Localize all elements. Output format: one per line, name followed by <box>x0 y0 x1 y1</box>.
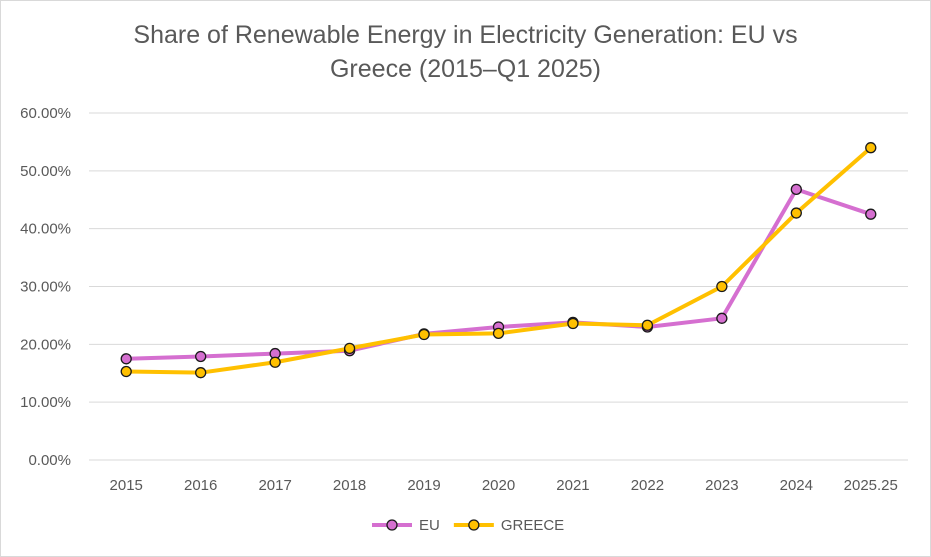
x-tick-label: 2015 <box>110 477 143 494</box>
data-point-eu <box>195 350 207 363</box>
y-tick-label: 50.00% <box>20 163 71 180</box>
data-point-greece <box>343 342 356 355</box>
data-point-greece <box>120 365 132 378</box>
gridlines <box>89 112 908 461</box>
x-tick-label: 2021 <box>556 477 589 494</box>
y-axis-ticks: 0.00% 10.00% 20.00% 30.00% 40.00% 50.00% 60.00… <box>20 105 71 469</box>
y-tick-label: 20.00% <box>20 336 71 353</box>
x-tick-label: 2025.25 <box>844 477 898 494</box>
y-tick-label: 30.00% <box>20 279 71 296</box>
chart-title-line-2: Greece (2015–Q1 2025) <box>329 55 601 83</box>
data-point-greece <box>567 317 579 330</box>
y-tick-label: 40.00% <box>20 221 71 238</box>
series-lines <box>120 142 877 379</box>
legend: EU GREECE <box>372 517 564 534</box>
data-point-greece <box>790 207 802 219</box>
x-tick-label: 2020 <box>482 477 515 494</box>
x-tick-label: 2016 <box>184 477 217 494</box>
x-axis-ticks: 2015 2016 2017 2018 2019 2020 2021 2022 2023 2024… <box>110 477 898 494</box>
legend-label-eu: EU <box>419 517 440 534</box>
legend-marker-eu <box>386 519 398 531</box>
x-tick-label: 2024 <box>780 477 813 494</box>
legend-marker-greece <box>468 519 480 531</box>
x-tick-label: 2017 <box>258 477 291 494</box>
chart-title-line-1: Share of Renewable Energy in Electricity… <box>133 21 798 49</box>
data-point-eu <box>865 208 877 220</box>
data-point-eu <box>716 312 728 324</box>
legend-label-greece: GREECE <box>501 517 564 534</box>
y-tick-label: 0.00% <box>28 452 71 469</box>
y-tick-label: 60.00% <box>20 105 71 122</box>
data-point-greece <box>716 280 728 293</box>
data-point-greece <box>641 319 654 331</box>
y-tick-label: 10.00% <box>20 394 71 411</box>
data-point-greece <box>269 356 281 368</box>
data-point-eu <box>120 353 132 365</box>
data-point-eu <box>790 183 802 195</box>
x-tick-label: 2019 <box>407 477 440 494</box>
data-point-greece <box>418 328 430 341</box>
x-tick-label: 2022 <box>631 477 664 494</box>
x-tick-label: 2018 <box>333 477 366 494</box>
x-tick-label: 2023 <box>705 477 738 494</box>
data-point-greece <box>865 142 877 154</box>
data-point-greece <box>492 327 505 339</box>
chart-title: Share of Renewable Energy in Electricity… <box>0 18 931 86</box>
data-point-greece <box>195 367 207 379</box>
